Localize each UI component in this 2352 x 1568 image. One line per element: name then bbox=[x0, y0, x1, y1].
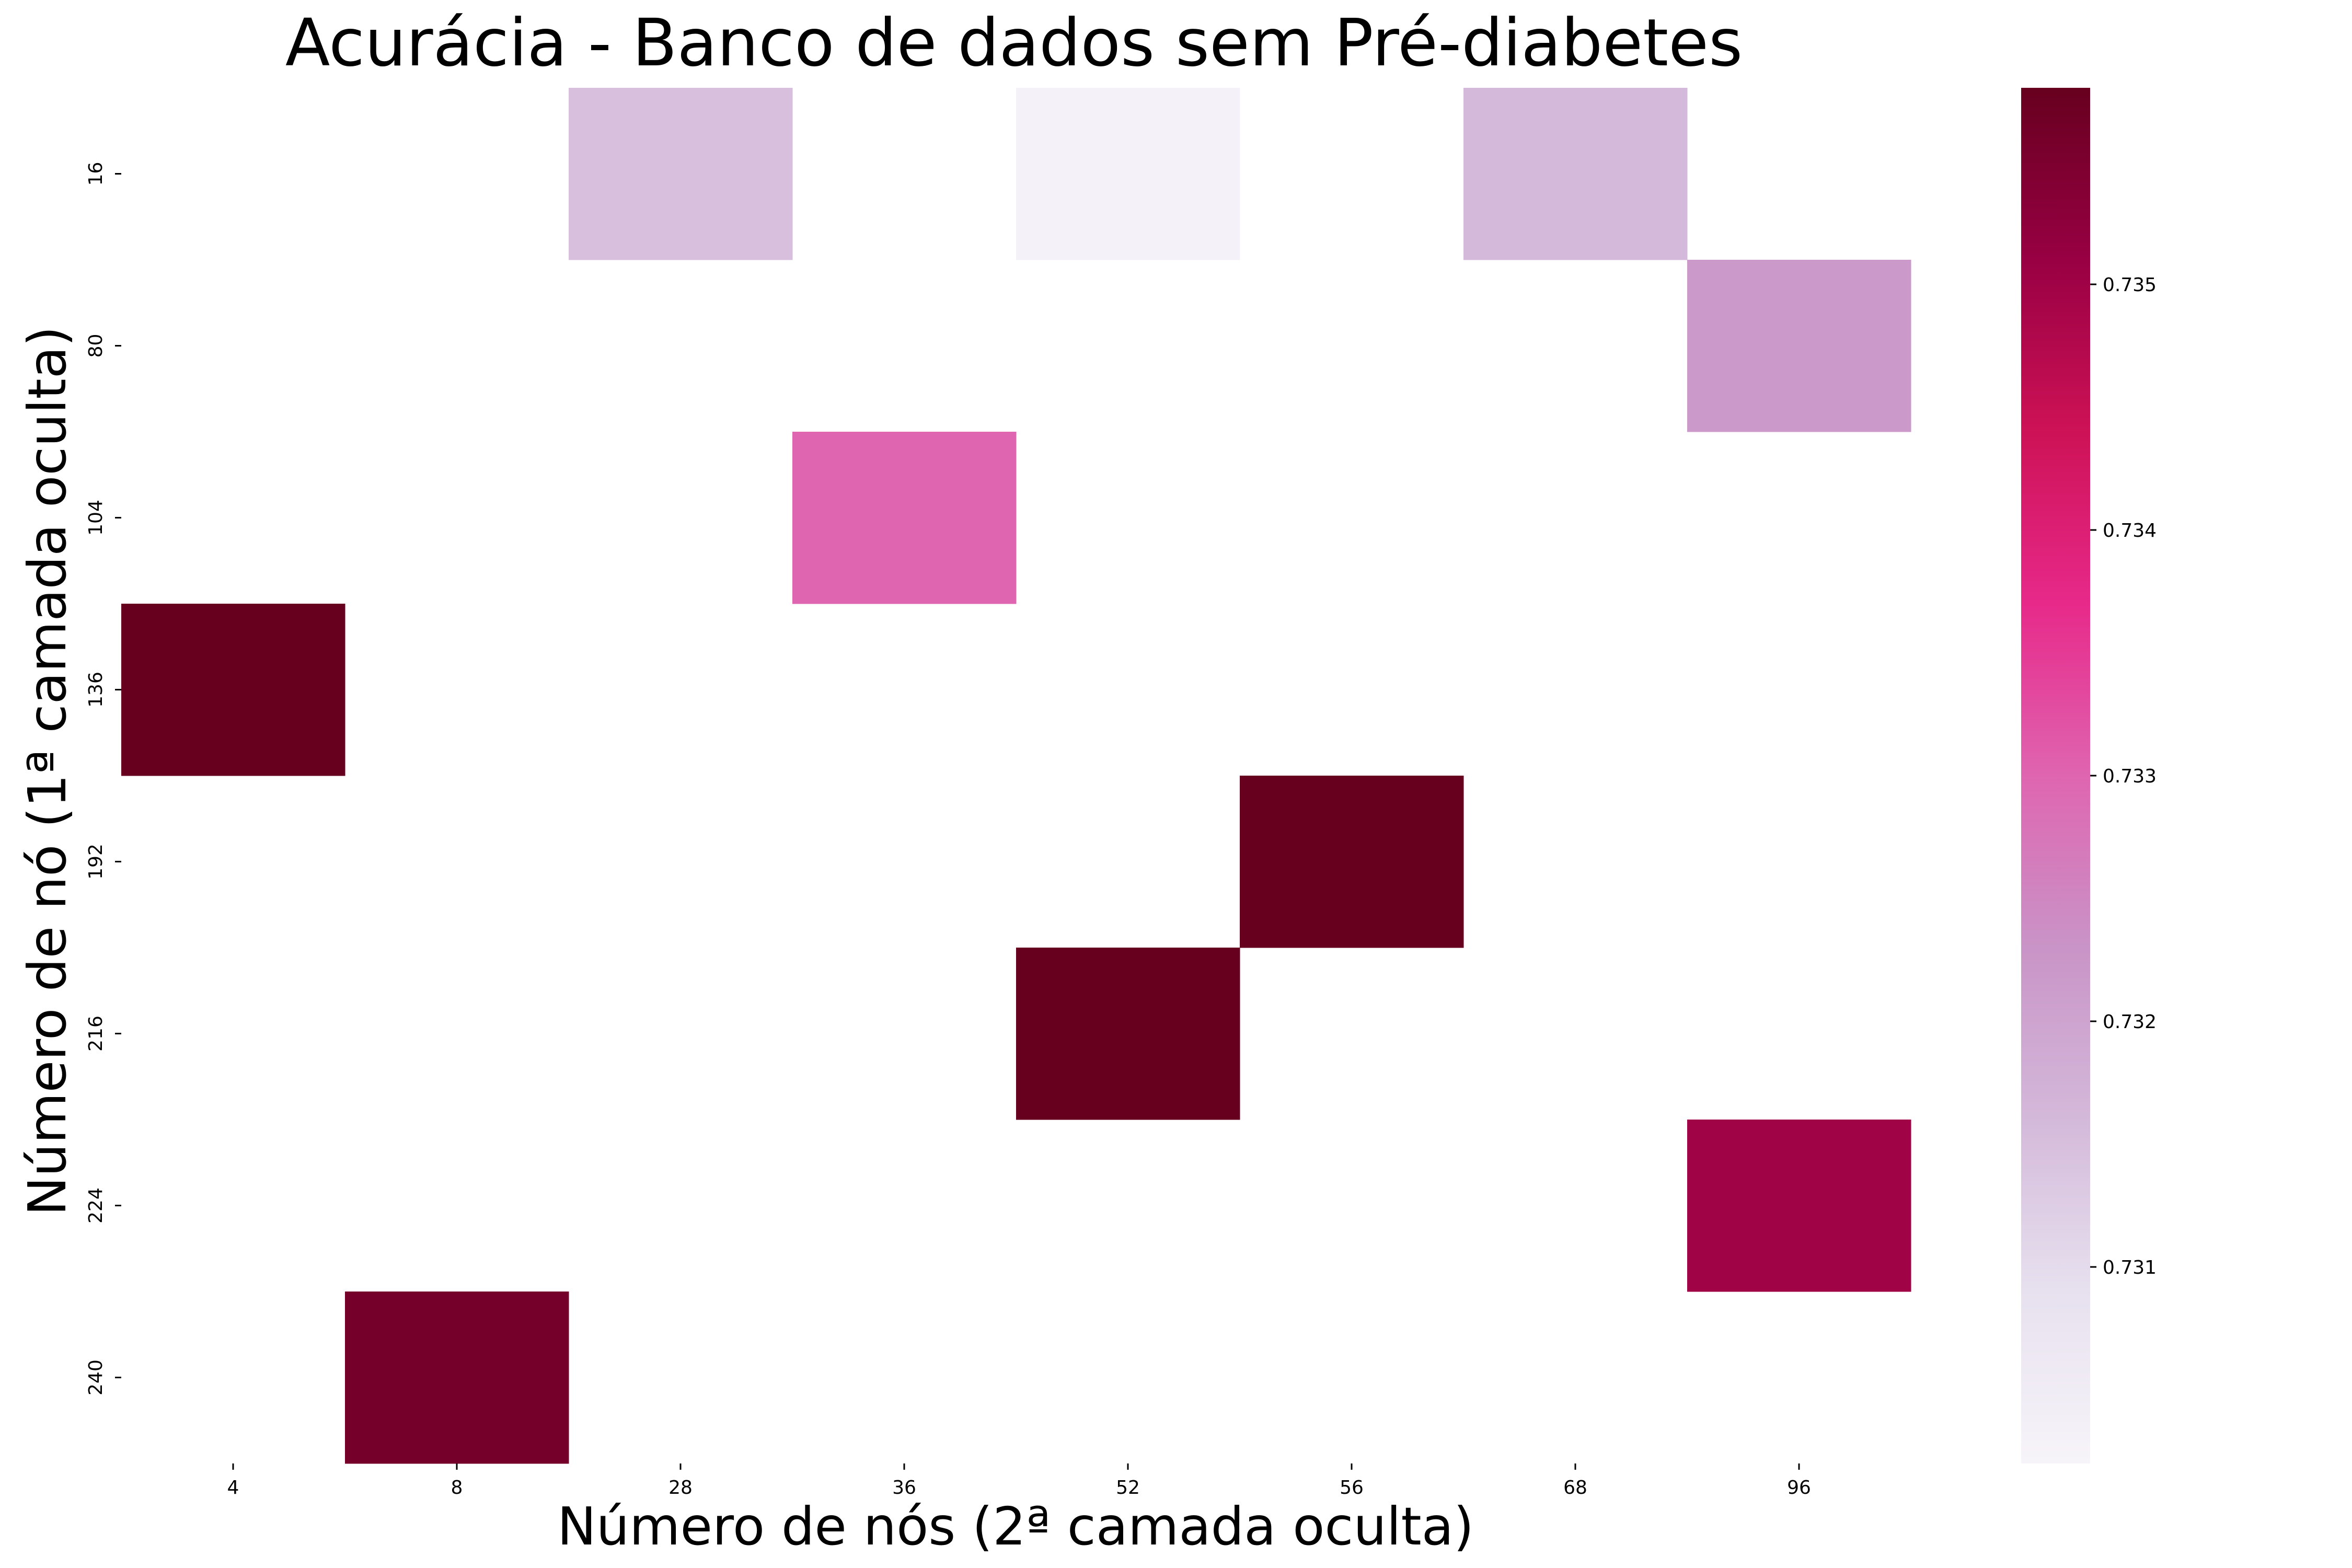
heatmap-cell-224-96 bbox=[1687, 1120, 1911, 1292]
y-tick-label-224: 224 bbox=[85, 1187, 107, 1224]
colorbar-tick-label-0.735: 0.735 bbox=[2103, 274, 2157, 296]
y-tick-label-104: 104 bbox=[85, 500, 107, 536]
colorbar-tick-label-0.734: 0.734 bbox=[2103, 520, 2157, 541]
x-tick-label-28: 28 bbox=[668, 1477, 693, 1498]
x-tick-label-8: 8 bbox=[451, 1477, 463, 1498]
chart-title: Acurácia - Banco de dados sem Pré-diabet… bbox=[285, 5, 1743, 81]
colorbar-tick-label-0.732: 0.732 bbox=[2103, 1011, 2157, 1033]
heatmap-cells bbox=[121, 88, 1911, 1464]
heatmap-cell-192-56 bbox=[1240, 776, 1464, 948]
y-tick-label-192: 192 bbox=[85, 844, 107, 880]
colorbar-ticks: 0.731 0.732 0.733 0.734 0.735 bbox=[2090, 274, 2157, 1278]
x-tick-label-4: 4 bbox=[227, 1477, 239, 1498]
heatmap-cell-16-28 bbox=[569, 88, 793, 260]
x-tick-label-96: 96 bbox=[1787, 1477, 1811, 1498]
y-axis-label: Número de nó (1ª camada oculta) bbox=[17, 326, 78, 1216]
y-tick-label-216: 216 bbox=[85, 1016, 107, 1052]
x-axis-ticks: 4 8 28 36 52 56 68 96 bbox=[227, 1463, 1811, 1498]
colorbar-tick-label-0.731: 0.731 bbox=[2103, 1257, 2157, 1278]
colorbar-tick-label-0.733: 0.733 bbox=[2103, 766, 2157, 787]
colorbar bbox=[2021, 88, 2090, 1463]
y-tick-label-136: 136 bbox=[85, 672, 107, 708]
heatmap-cell-104-36 bbox=[792, 432, 1017, 604]
x-tick-label-36: 36 bbox=[892, 1477, 916, 1498]
heatmap-cell-80-96 bbox=[1687, 260, 1911, 432]
y-axis-ticks: 16 80 104 136 192 216 224 240 bbox=[85, 162, 121, 1396]
heatmap-cell-216-52 bbox=[1016, 948, 1240, 1120]
x-tick-label-56: 56 bbox=[1340, 1477, 1364, 1498]
heatmap-cell-240-8 bbox=[345, 1292, 569, 1464]
x-tick-label-68: 68 bbox=[1563, 1477, 1587, 1498]
y-tick-label-16: 16 bbox=[85, 162, 107, 186]
heatmap-cell-136-4 bbox=[121, 604, 345, 776]
y-tick-label-240: 240 bbox=[85, 1359, 107, 1396]
x-tick-label-52: 52 bbox=[1116, 1477, 1140, 1498]
heatmap-cell-16-52 bbox=[1016, 88, 1240, 260]
y-tick-label-80: 80 bbox=[85, 334, 107, 358]
heatmap-cell-16-68 bbox=[1463, 88, 1688, 260]
x-axis-label: Número de nós (2ª camada oculta) bbox=[557, 1496, 1474, 1557]
